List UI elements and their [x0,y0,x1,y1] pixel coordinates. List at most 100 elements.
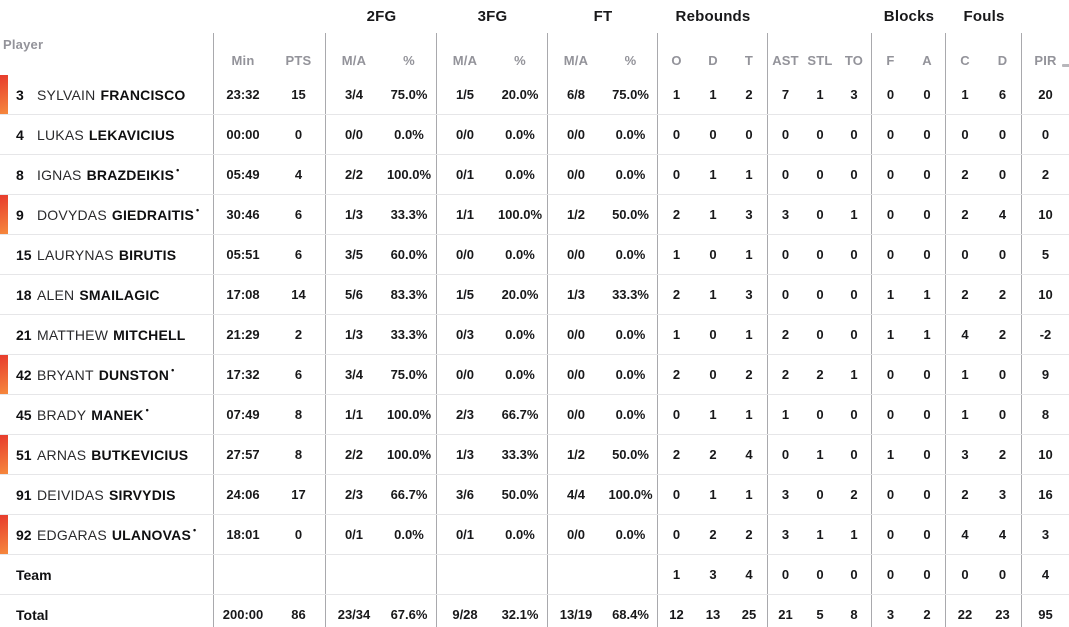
reb-d-cell: 1 [709,487,717,502]
column-header-2fg-pct[interactable]: % [382,33,437,75]
column-header-pir[interactable]: PIR [1034,53,1057,68]
ast-cell: 2 [781,327,790,342]
pts-cell: 86 [272,595,326,627]
table-row[interactable]: 91 DEIVIDAS SIRVYDIS 24:06 17 2/3 66.7% 3/… [0,475,1069,515]
2fg-ma-cell: 23/34 [337,607,371,622]
blk-a-cell: 0 [909,555,946,594]
column-header-2fg-ma[interactable]: M/A [341,53,367,68]
sort-indicator-cutoff [1062,64,1069,67]
ft-ma-cell: 1/2 [566,447,586,462]
table-row[interactable]: 15 LAURYNAS BIRUTIS 05:51 6 3/5 60.0% 0/0 … [0,235,1069,275]
2fg-pct-cell: 60.0% [382,235,437,274]
blk-f-cell: 1 [886,287,895,302]
column-header-stl[interactable]: STL [807,53,833,68]
reb-t-cell: 0 [731,115,768,154]
2fg-pct-cell: 83.3% [382,275,437,314]
column-header-3fg-ma[interactable]: M/A [452,53,478,68]
jersey-number: 92 [16,526,32,543]
column-header-foul-d[interactable]: D [984,33,1022,75]
3fg-ma-cell: 1/5 [455,87,475,102]
table-row[interactable]: 4 LUKAS LEKAVICIUS 00:00 0 0/0 0.0% 0/0 0.… [0,115,1069,155]
2fg-ma-cell: 5/6 [344,287,364,302]
column-header-min[interactable]: Min [231,53,255,68]
blk-a-cell: 0 [909,435,946,474]
on-court-marker-icon [0,355,8,394]
ast-cell: 0 [781,567,790,582]
reb-d-cell: 2 [709,447,717,462]
foul-c-cell: 1 [961,87,969,102]
column-header-ast[interactable]: AST [772,53,799,68]
foul-c-cell: 0 [961,127,969,142]
3fg-ma-cell: 0/0 [455,127,475,142]
column-header-foul-c[interactable]: C [960,53,970,68]
table-row[interactable]: 3 SYLVAIN FRANCISCO 23:32 15 3/4 75.0% 1/5… [0,75,1069,115]
to-cell: 0 [837,235,872,274]
stl-cell: 0 [816,167,824,182]
reb-o-cell: 2 [672,287,681,302]
blk-a-cell: 0 [909,115,946,154]
table-row[interactable]: 21 MATTHEW MITCHELL 21:29 2 1/3 33.3% 0/3 … [0,315,1069,355]
2fg-pct-cell: 66.7% [382,475,437,514]
reb-d-cell: 0 [709,127,717,142]
reb-o-cell: 2 [672,367,681,382]
ast-cell: 0 [781,447,790,462]
ft-pct-cell: 0.0% [604,155,658,194]
table-row[interactable]: 8 IGNAS BRAZDEIKIS • 05:49 4 2/2 100.0% 0/1… [0,155,1069,195]
table-row[interactable]: 92 EDGARAS ULANOVAS • 18:01 0 0/1 0.0% 0/1 … [0,515,1069,555]
reb-o-cell: 2 [672,207,681,222]
player-last-name: BUTKEVICIUS [91,446,189,463]
reb-d-cell: 2 [709,527,717,542]
pir-cell: 9 [1041,367,1050,382]
ast-cell: 0 [781,127,790,142]
pts-cell: 15 [272,75,326,114]
blk-f-cell: 0 [886,527,895,542]
blk-f-cell: 0 [886,207,895,222]
ft-pct-cell: 33.3% [604,275,658,314]
blk-a-cell: 2 [909,595,946,627]
column-header-blk-f[interactable]: F [886,53,895,68]
ft-ma-cell: 0/0 [566,367,586,382]
blk-f-cell: 1 [886,327,895,342]
column-header-reb-t[interactable]: T [731,33,768,75]
3fg-ma-cell: 3/6 [455,487,475,502]
pir-cell: 10 [1038,447,1053,462]
2fg-pct-cell: 75.0% [382,75,437,114]
player-last-name: MANEK [91,406,144,423]
ft-ma-cell: 0/0 [566,327,586,342]
ft-pct-cell: 68.4% [604,595,658,627]
table-row[interactable]: 18 ALEN SMAILAGIC 17:08 14 5/6 83.3% 1/5 2… [0,275,1069,315]
column-header-reb-o[interactable]: O [671,53,682,68]
column-header-3fg-pct[interactable]: % [493,33,548,75]
foul-c-cell: 4 [961,527,969,542]
reb-o-cell: 1 [672,247,681,262]
min-cell: 07:49 [226,407,260,422]
jersey-number: 21 [16,326,32,343]
table-row[interactable]: 51 ARNAS BUTKEVICIUS 27:57 8 2/2 100.0% 1/… [0,435,1069,475]
player-cell: 4 LUKAS LEKAVICIUS [0,115,214,154]
reb-o-cell: 0 [672,407,681,422]
column-header-reb-d[interactable]: D [708,53,718,68]
table-row[interactable]: 45 BRADY MANEK • 07:49 8 1/1 100.0% 2/3 66.… [0,395,1069,435]
reb-t-cell: 1 [731,155,768,194]
column-header-ft-pct[interactable]: % [604,33,658,75]
column-header-to[interactable]: TO [837,33,872,75]
foul-d-cell: 0 [984,395,1022,434]
foul-d-cell: 0 [984,235,1022,274]
blk-a-cell: 0 [909,155,946,194]
column-header-pts[interactable]: PTS [272,33,326,75]
player-first-name: DEIVIDAS [37,486,104,503]
2fg-ma-cell: 3/4 [344,87,364,102]
table-row[interactable]: 42 BRYANT DUNSTON • 17:32 6 3/4 75.0% 0/0 0… [0,355,1069,395]
pir-cell: 10 [1038,287,1053,302]
column-header-blk-a[interactable]: A [909,33,946,75]
on-court-marker-icon [0,395,8,434]
foul-c-cell: 4 [961,327,969,342]
on-court-marker-icon [0,515,8,554]
table-row[interactable]: 9 DOVYDAS GIEDRAITIS • 30:46 6 1/3 33.3% 1/… [0,195,1069,235]
foul-c-cell: 22 [957,607,973,622]
player-cell: 91 DEIVIDAS SIRVYDIS [0,475,214,514]
to-cell: 0 [837,435,872,474]
3fg-pct-cell: 0.0% [493,235,548,274]
column-header-ft-ma[interactable]: M/A [563,53,589,68]
2fg-ma-cell: 3/5 [344,247,364,262]
